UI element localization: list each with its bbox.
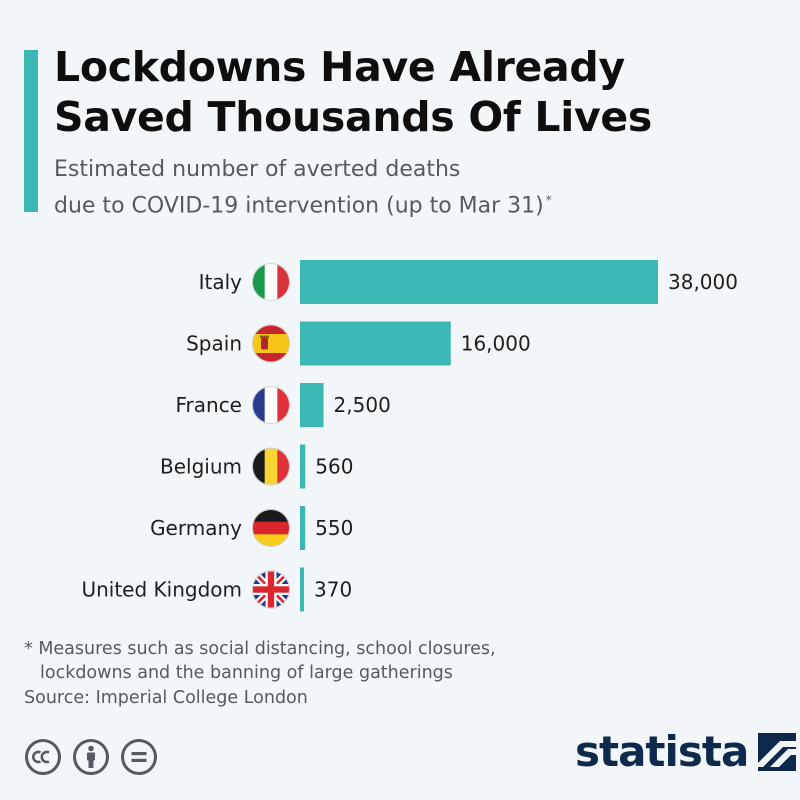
footnote-line-1: * Measures such as social distancing, sc… bbox=[24, 639, 496, 659]
bar bbox=[300, 260, 658, 304]
bar-row: United Kingdom 370 bbox=[81, 567, 352, 612]
spain-flag-icon bbox=[252, 324, 290, 363]
category-label: Belgium bbox=[160, 455, 242, 479]
italy-flag-icon bbox=[252, 263, 290, 301]
subtitle-line-2: due to COVID-19 intervention (up to Mar … bbox=[54, 193, 544, 219]
license-icons bbox=[24, 738, 158, 776]
page-title: Lockdowns Have Already Saved Thousands O… bbox=[54, 42, 652, 142]
category-label: Germany bbox=[150, 516, 242, 540]
uk-flag-icon bbox=[252, 570, 290, 609]
bar bbox=[300, 506, 306, 550]
subtitle-line-1: Estimated number of averted deaths bbox=[54, 157, 461, 182]
belgium-flag-icon bbox=[252, 447, 290, 486]
creative-commons-icon[interactable] bbox=[24, 738, 62, 776]
value-label: 2,500 bbox=[334, 393, 391, 417]
bar-row: Spain 16,000 bbox=[186, 321, 531, 366]
germany-flag-icon bbox=[252, 509, 290, 547]
no-derivatives-icon[interactable] bbox=[120, 738, 158, 776]
category-label: United Kingdom bbox=[81, 578, 242, 602]
title-accent-bar bbox=[24, 50, 38, 212]
value-label: 550 bbox=[315, 516, 353, 540]
bar bbox=[300, 383, 324, 427]
value-label: 370 bbox=[314, 578, 352, 602]
bar-row: Belgium 560 bbox=[160, 444, 353, 489]
category-label: France bbox=[175, 393, 242, 417]
subtitle-footnote-mark: * bbox=[545, 193, 552, 207]
bar bbox=[300, 321, 451, 366]
bar-row: Germany 550 bbox=[150, 506, 353, 550]
bar bbox=[300, 444, 306, 489]
value-label: 16,000 bbox=[461, 332, 531, 356]
footnote-line-2: lockdowns and the banning of large gathe… bbox=[40, 663, 453, 683]
source-text: Source: Imperial College London bbox=[24, 688, 308, 708]
bar-row: Italy 38,000 bbox=[199, 260, 738, 304]
category-label: Italy bbox=[199, 270, 243, 294]
france-flag-icon bbox=[252, 386, 290, 424]
statista-brand[interactable]: statista bbox=[575, 727, 797, 776]
bar bbox=[300, 567, 304, 612]
title-line-1: Lockdowns Have Already bbox=[54, 43, 625, 91]
category-label: Spain bbox=[186, 332, 242, 356]
value-label: 38,000 bbox=[668, 270, 738, 294]
attribution-icon[interactable] bbox=[72, 738, 110, 776]
title-line-2: Saved Thousands Of Lives bbox=[54, 93, 653, 141]
statista-logo-icon bbox=[758, 732, 797, 771]
footnote: * Measures such as social distancing, sc… bbox=[24, 637, 496, 685]
bar-row: France 2,500 bbox=[175, 383, 391, 427]
bar-chart: Italy 38,000 Spain 16,000 France 2,500 Belgium… bbox=[81, 260, 738, 612]
subtitle: Estimated number of averted deaths due t… bbox=[54, 155, 552, 221]
brand-wordmark: statista bbox=[575, 727, 749, 776]
value-label: 560 bbox=[315, 455, 353, 479]
